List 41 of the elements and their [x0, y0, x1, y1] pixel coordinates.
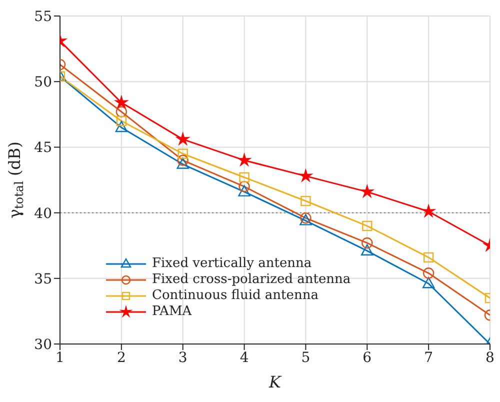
point	[300, 196, 311, 206]
y-tick-label: 30	[34, 336, 52, 353]
y-tick-label: 55	[34, 8, 52, 25]
x-axis-title: K	[268, 372, 282, 392]
point	[114, 96, 128, 108]
point	[361, 244, 374, 256]
x-tick-label: 6	[362, 350, 372, 366]
x-tick-label: 4	[240, 350, 249, 366]
y-tick-label: 45	[34, 140, 52, 156]
y-tick-label: 40	[34, 206, 52, 222]
point	[116, 106, 128, 118]
point	[362, 237, 373, 249]
point	[299, 169, 312, 182]
point	[238, 180, 250, 192]
point	[238, 153, 251, 166]
x-tick-label: 5	[301, 350, 310, 366]
point	[362, 220, 372, 232]
point	[238, 185, 250, 196]
point	[423, 252, 434, 263]
x-tick-label: 3	[178, 350, 188, 366]
x-tick-label: 7	[424, 350, 434, 366]
point	[422, 277, 435, 288]
legend-label: Continuous fluid antenna	[152, 288, 318, 304]
legend-label: PAMA	[152, 304, 192, 320]
y-tick-label: 35	[34, 271, 52, 288]
point	[115, 120, 128, 132]
point	[239, 172, 250, 182]
point	[176, 158, 189, 169]
x-tick-label: 8	[486, 350, 494, 366]
point	[116, 116, 127, 126]
point	[176, 132, 190, 145]
point	[360, 184, 374, 198]
legend-label: Fixed cross-polarized antenna	[152, 272, 351, 288]
x-tick-label: 2	[116, 350, 126, 366]
point	[422, 268, 434, 279]
point	[178, 148, 188, 159]
legend-label: Fixed vertically antenna	[152, 256, 312, 272]
point	[177, 154, 188, 166]
y-tick-label: 50	[34, 74, 52, 91]
x-tick-label: 1	[56, 350, 64, 366]
point	[422, 204, 436, 218]
